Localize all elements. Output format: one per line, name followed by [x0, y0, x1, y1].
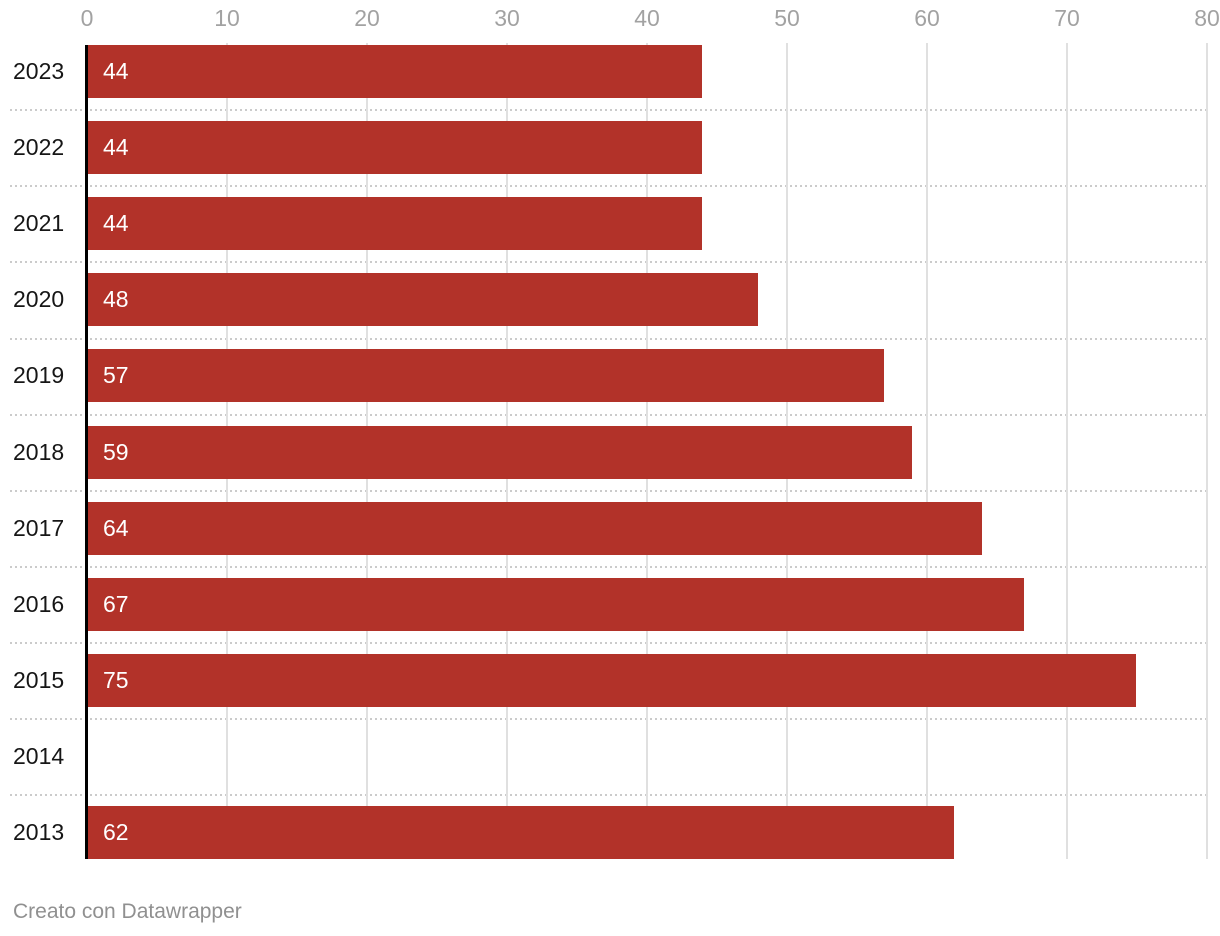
- bar-2023[interactable]: 44: [88, 45, 702, 98]
- year-label: 2022: [13, 134, 65, 160]
- bar-2019[interactable]: 57: [88, 349, 884, 402]
- bar-2022[interactable]: 44: [88, 121, 702, 174]
- x-tick-label: 20: [354, 5, 380, 31]
- x-tick-label: 70: [1054, 5, 1080, 31]
- x-tick-label: 40: [634, 5, 660, 31]
- year-label: 2013: [13, 819, 65, 845]
- bar-2013[interactable]: 62: [88, 806, 954, 859]
- datawrapper-credit-link[interactable]: Creato con Datawrapper: [13, 900, 242, 923]
- x-tick-label: 30: [494, 5, 520, 31]
- bar-2020[interactable]: 48: [88, 273, 758, 326]
- bar-value-label: 75: [103, 667, 129, 693]
- year-label: 2023: [13, 58, 65, 84]
- x-tick-label: 60: [914, 5, 940, 31]
- year-label: 2017: [13, 515, 65, 541]
- x-tick-label: 0: [80, 5, 94, 31]
- bar-value-label: 67: [103, 591, 129, 617]
- year-label: 2019: [13, 362, 65, 388]
- x-tick-label: 10: [214, 5, 240, 31]
- row-separator: [10, 566, 1207, 568]
- row-separator: [10, 185, 1207, 187]
- row-separator: [10, 414, 1207, 416]
- year-label: 2015: [13, 667, 65, 693]
- x-gridline: [926, 43, 928, 859]
- bar-value-label: 44: [103, 210, 129, 236]
- bar-value-label: 44: [103, 134, 129, 160]
- x-gridline: [1206, 43, 1208, 859]
- bar-2015[interactable]: 75: [88, 654, 1136, 707]
- x-gridline: [1066, 43, 1068, 859]
- row-separator: [10, 261, 1207, 263]
- bar-value-label: 48: [103, 286, 129, 312]
- row-separator: [10, 718, 1207, 720]
- bar-value-label: 64: [103, 515, 129, 541]
- bar-value-label: 44: [103, 58, 129, 84]
- row-separator: [10, 338, 1207, 340]
- year-label: 2021: [13, 210, 65, 236]
- bar-2017[interactable]: 64: [88, 502, 982, 555]
- bar-2016[interactable]: 67: [88, 578, 1024, 631]
- bar-value-label: 57: [103, 362, 129, 388]
- bar-2021[interactable]: 44: [88, 197, 702, 250]
- x-tick-label: 50: [774, 5, 800, 31]
- year-label: 2018: [13, 439, 65, 465]
- x-tick-label: 80: [1194, 5, 1220, 31]
- footer: Creato con Datawrapper: [13, 899, 242, 924]
- row-separator: [10, 794, 1207, 796]
- year-label: 2016: [13, 591, 65, 617]
- year-label: 2020: [13, 286, 65, 312]
- year-label: 2014: [13, 743, 65, 769]
- y-axis-line: [85, 45, 88, 859]
- bar-2018[interactable]: 59: [88, 426, 912, 479]
- row-separator: [10, 642, 1207, 644]
- bar-value-label: 62: [103, 819, 129, 845]
- row-separator: [10, 490, 1207, 492]
- row-separator: [10, 109, 1207, 111]
- bar-value-label: 59: [103, 439, 129, 465]
